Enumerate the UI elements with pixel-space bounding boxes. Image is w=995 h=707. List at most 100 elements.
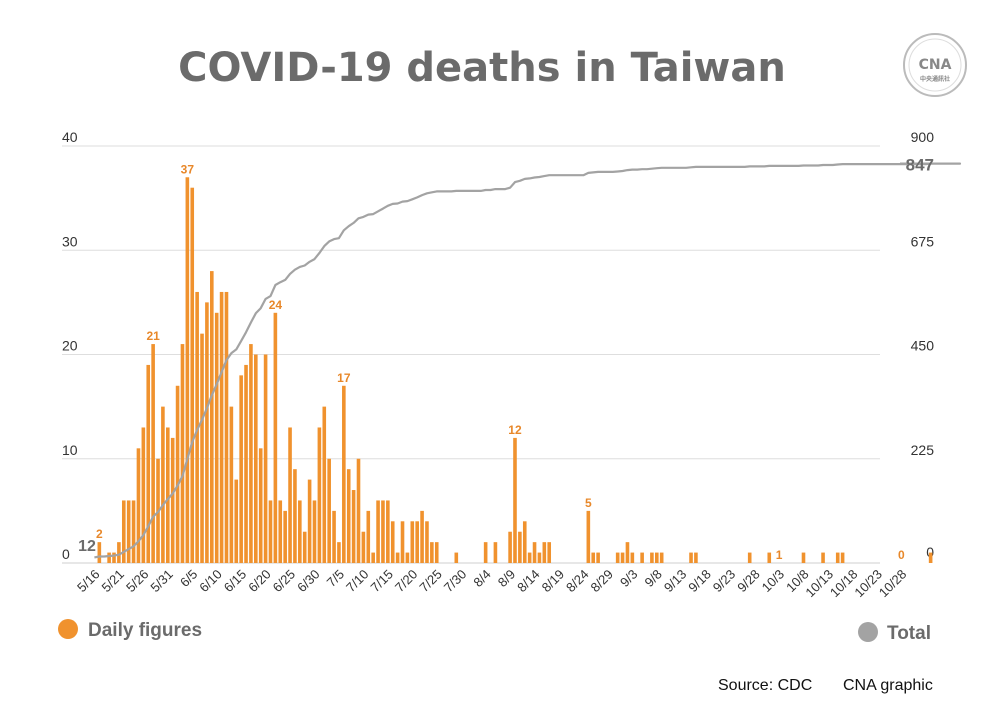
data-label: 37 [181,162,195,176]
bar [537,552,542,563]
right-tick-label: 225 [911,442,935,458]
x-tick-label: 6/15 [221,567,250,596]
logo-subtext: 中央通訊社 [920,75,950,83]
bar [400,521,405,563]
bar [293,469,297,563]
x-tick-label: 9/23 [710,567,739,596]
bar [694,552,698,563]
bar [332,510,336,563]
x-tick-label: 5/31 [147,567,176,596]
credit-text: CNA graphic [843,677,933,694]
bar [654,552,659,563]
bar [302,531,307,563]
daily-bars [97,177,933,563]
bar [298,500,302,563]
cna-logo-icon: CNA 中央通訊社 [903,33,967,97]
left-tick-label: 40 [62,129,78,145]
bar [210,271,214,563]
data-label: 17 [337,371,351,385]
bar [518,531,522,563]
bar [547,542,552,563]
bar [244,364,248,563]
bar [112,552,116,563]
legend-total-label: Total [887,623,931,644]
x-tick-label: 8/14 [514,567,543,596]
left-tick-label: 30 [62,233,78,249]
x-tick-label: 7/20 [392,567,421,596]
bar [630,552,635,563]
bar [278,500,283,563]
x-tick-label: 7/5 [324,567,347,590]
bar [307,479,312,563]
bar [689,552,693,563]
bar [185,177,190,563]
x-tick-label: 7/10 [343,567,372,596]
bar [249,344,253,563]
bar [283,510,287,563]
bar [268,500,273,563]
bar [312,500,317,563]
left-tick-label: 10 [62,442,78,458]
x-tick-label: 10/18 [827,567,861,601]
bar [161,406,165,563]
x-tick-label: 10/23 [851,567,885,601]
x-tick-label: 6/10 [196,567,225,596]
bar [170,437,175,563]
legend-daily: Daily figures [58,619,202,641]
bar [190,187,195,563]
bar [821,552,825,563]
bar [767,552,772,563]
bar [405,552,410,563]
bar [361,531,366,563]
bar [342,385,346,563]
data-label: 12 [508,423,522,437]
total-line-path [94,162,962,559]
x-tick-label: 8/19 [539,567,568,596]
bar [131,500,136,563]
bar [126,500,131,563]
bar [219,291,224,563]
bar [146,364,151,563]
logo-text: CNA [919,57,952,73]
bar [596,552,600,563]
bar [381,500,385,563]
x-tick-label: 10/3 [759,567,788,596]
bar [121,500,126,563]
bar [356,458,361,563]
bar [205,302,209,563]
legend-total-marker [858,622,878,642]
bar [229,406,234,563]
bar [434,542,439,563]
bar [322,406,327,563]
bar [151,344,155,563]
bar [180,344,185,563]
bar [615,552,620,563]
x-tick-label: 5/26 [123,567,152,596]
bar [254,354,258,563]
gridlines [62,145,880,564]
bar [928,552,933,563]
bar [366,510,371,563]
bar [650,552,654,563]
x-tick-label: 8/29 [588,567,617,596]
x-tick-label: 10/28 [876,567,910,601]
bar [327,458,331,563]
x-tick-label: 6/20 [245,567,274,596]
bar [513,437,517,563]
right-axis: 0 225 450 675 900 [911,129,935,560]
bar [395,552,400,563]
bar [376,500,380,563]
left-tick-label: 0 [62,546,70,562]
right-tick-label: 450 [911,338,935,354]
total-start-label: 12 [78,538,96,555]
bar [454,552,459,563]
bar [493,542,498,563]
legend-daily-label: Daily figures [88,620,202,641]
data-label: 5 [585,496,592,510]
bar [835,552,840,563]
bar [136,448,141,563]
bar [420,510,424,563]
bar [346,469,351,563]
